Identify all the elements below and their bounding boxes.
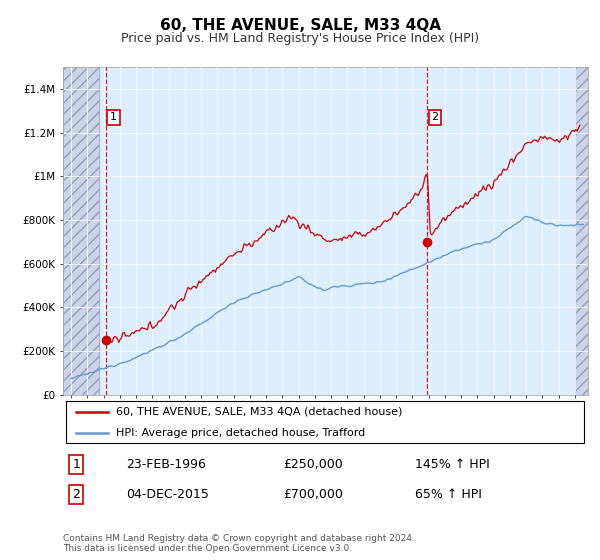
Text: £700,000: £700,000 <box>284 488 343 501</box>
Text: Contains HM Land Registry data © Crown copyright and database right 2024.
This d: Contains HM Land Registry data © Crown c… <box>63 534 415 553</box>
Text: HPI: Average price, detached house, Trafford: HPI: Average price, detached house, Traf… <box>115 428 365 438</box>
Text: Price paid vs. HM Land Registry's House Price Index (HPI): Price paid vs. HM Land Registry's House … <box>121 32 479 45</box>
Text: £250,000: £250,000 <box>284 458 343 471</box>
Text: 65% ↑ HPI: 65% ↑ HPI <box>415 488 482 501</box>
Text: 23-FEB-1996: 23-FEB-1996 <box>126 458 206 471</box>
Text: 1: 1 <box>110 113 117 123</box>
Text: 2: 2 <box>431 113 439 123</box>
Text: 2: 2 <box>72 488 80 501</box>
Text: 04-DEC-2015: 04-DEC-2015 <box>126 488 209 501</box>
Text: 60, THE AVENUE, SALE, M33 4QA: 60, THE AVENUE, SALE, M33 4QA <box>160 18 440 33</box>
Text: 1: 1 <box>72 458 80 471</box>
FancyBboxPatch shape <box>65 401 584 444</box>
Text: 60, THE AVENUE, SALE, M33 4QA (detached house): 60, THE AVENUE, SALE, M33 4QA (detached … <box>115 407 402 417</box>
Text: 145% ↑ HPI: 145% ↑ HPI <box>415 458 490 471</box>
